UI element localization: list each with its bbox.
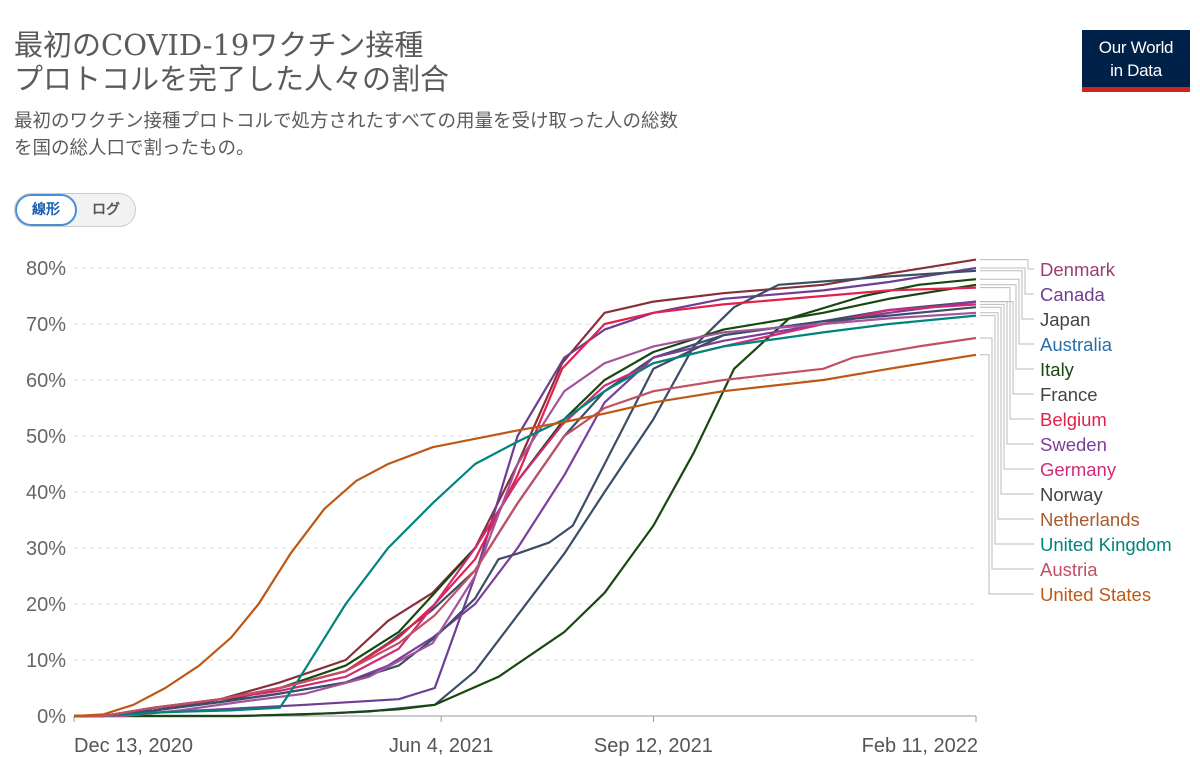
x-tick-label: Jun 4, 2021 bbox=[389, 735, 494, 757]
series-line-australia bbox=[74, 278, 977, 718]
legend-label-canada: Canada bbox=[1040, 284, 1106, 305]
series-line-denmark bbox=[74, 258, 977, 718]
legend-connector bbox=[980, 259, 1034, 270]
scale-toggle: 線形 ログ bbox=[14, 193, 136, 227]
chart-subtitle: 最初のワクチン接種プロトコルで処方されたすべての用量を受け取った人の総数 を国の… bbox=[14, 108, 1014, 162]
chart-title: 最初のCOVID-19ワクチン接種 プロトコルを完了した人々の割合 bbox=[14, 28, 1014, 96]
legend-label-netherlands: Netherlands bbox=[1040, 509, 1140, 530]
legend-connector bbox=[980, 315, 1034, 545]
series-line-belgium bbox=[74, 286, 977, 718]
legend-label-sweden: Sweden bbox=[1040, 434, 1107, 455]
y-tick-label: 20% bbox=[26, 594, 66, 616]
legend-connector bbox=[980, 270, 1034, 320]
chart-subtitle-line-1: 最初のワクチン接種プロトコルで処方されたすべての用量を受け取った人の総数 bbox=[14, 111, 678, 132]
legend-connector bbox=[980, 287, 1034, 420]
y-tick-label: 70% bbox=[26, 314, 66, 336]
legend-label-italy: Italy bbox=[1040, 359, 1075, 380]
legend-label-denmark: Denmark bbox=[1040, 259, 1116, 280]
our-world-in-data-logo[interactable]: Our World in Data bbox=[1082, 30, 1190, 92]
series-line-canada bbox=[74, 266, 977, 718]
series-line-france bbox=[74, 300, 977, 718]
y-tick-label: 0% bbox=[37, 706, 66, 728]
chart-title-line-1: 最初のCOVID-19ワクチン接種 bbox=[14, 28, 424, 62]
legend-connector bbox=[980, 278, 1034, 345]
y-tick-label: 60% bbox=[26, 370, 66, 392]
series-line-united-states bbox=[74, 353, 977, 718]
legend-connector bbox=[980, 301, 1034, 445]
series-line-norway bbox=[74, 306, 977, 718]
y-tick-label: 40% bbox=[26, 482, 66, 504]
legend-label-australia: Australia bbox=[1040, 334, 1113, 355]
x-tick-label: Sep 12, 2021 bbox=[594, 735, 713, 757]
legend-connector bbox=[980, 312, 1034, 520]
series-line-italy bbox=[74, 283, 977, 718]
y-tick-label: 10% bbox=[26, 650, 66, 672]
legend-connector bbox=[980, 337, 1034, 570]
series-line-netherlands bbox=[74, 311, 977, 718]
legend-connector bbox=[980, 354, 1034, 595]
logo-line-1: Our World bbox=[1098, 38, 1174, 57]
x-tick-label: Feb 11, 2022 bbox=[862, 735, 978, 757]
legend-label-belgium: Belgium bbox=[1040, 409, 1107, 430]
legend-connector bbox=[980, 303, 1034, 470]
log-scale-button[interactable]: ログ bbox=[92, 202, 120, 218]
legend-label-austria: Austria bbox=[1040, 559, 1098, 580]
series-line-united-kingdom bbox=[74, 314, 977, 718]
legend-label-united-kingdom: United Kingdom bbox=[1040, 534, 1172, 555]
legend-label-united-states: United States bbox=[1040, 584, 1151, 605]
series-line-austria bbox=[74, 336, 977, 718]
linear-scale-button[interactable]: 線形 bbox=[15, 194, 77, 226]
x-tick-label: Dec 13, 2020 bbox=[74, 735, 193, 757]
legend-connector bbox=[980, 267, 1034, 295]
legend-label-germany: Germany bbox=[1040, 459, 1117, 480]
chart-title-line-2: プロトコルを完了した人々の割合 bbox=[14, 62, 450, 96]
legend-label-japan: Japan bbox=[1040, 309, 1090, 330]
series-line-sweden bbox=[74, 300, 977, 718]
y-tick-label: 80% bbox=[26, 258, 66, 280]
series-line-germany bbox=[74, 303, 977, 718]
legend-label-norway: Norway bbox=[1040, 484, 1103, 505]
legend-connector bbox=[980, 306, 1034, 495]
legend-connector bbox=[980, 284, 1034, 370]
y-tick-label: 50% bbox=[26, 426, 66, 448]
legend-label-france: France bbox=[1040, 384, 1098, 405]
logo-line-2: in Data bbox=[1110, 61, 1162, 80]
chart-subtitle-line-2: を国の総人口で割ったもの。 bbox=[14, 138, 255, 159]
y-tick-label: 30% bbox=[26, 538, 66, 560]
